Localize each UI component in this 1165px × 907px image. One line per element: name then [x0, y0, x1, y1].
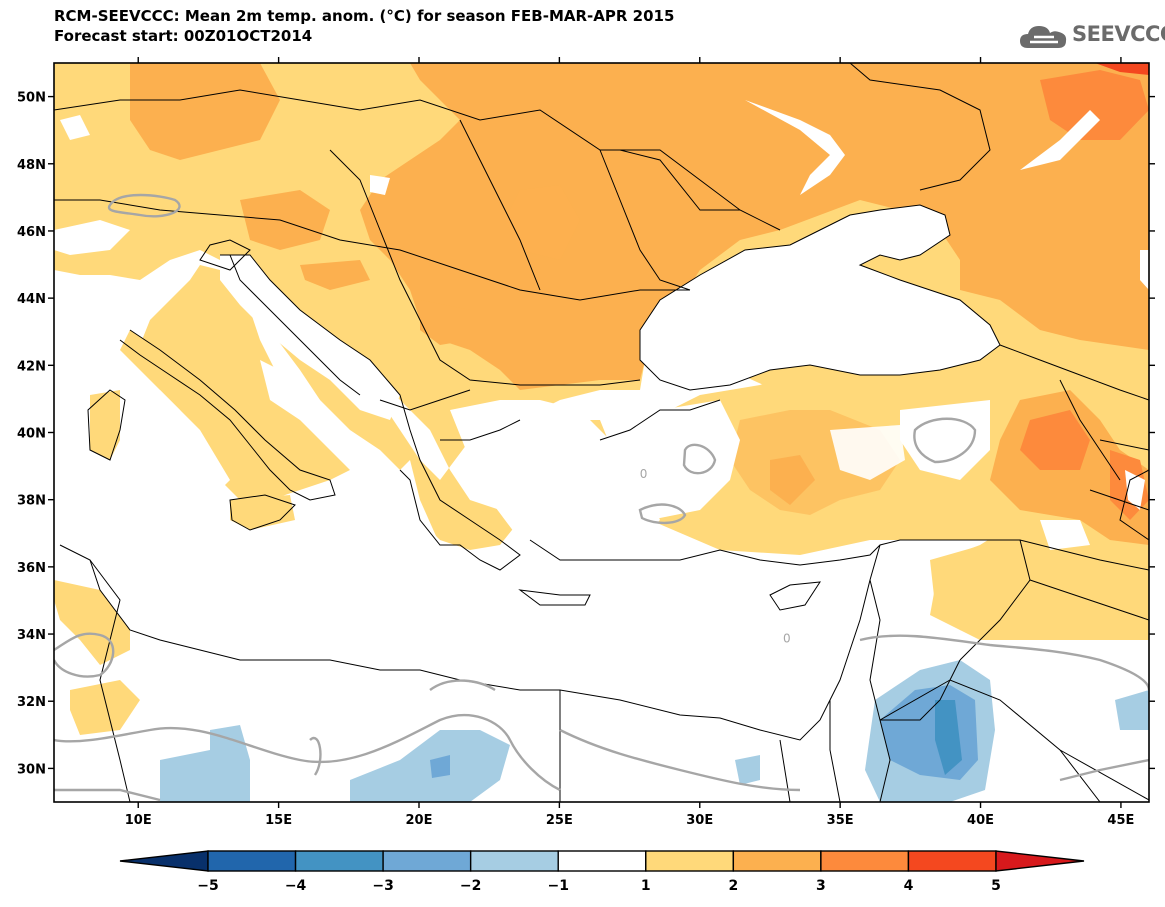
lat-tick-label: 48N — [17, 158, 46, 173]
colorbar-label: −3 — [372, 878, 393, 894]
colorbar-arrow-high — [995, 850, 1085, 872]
lat-tick-label: 44N — [17, 292, 46, 307]
colorbar-label: 4 — [904, 878, 914, 894]
colorbar-box — [645, 850, 735, 872]
lat-tick-label: 40N — [17, 427, 46, 442]
mediterranean-sea — [54, 460, 870, 740]
black-sea — [640, 205, 1000, 390]
colorbar-label: −5 — [197, 878, 218, 894]
lat-tick-label: 38N — [17, 494, 46, 509]
lon-tick-label: 15E — [265, 813, 292, 828]
colorbar-label: −1 — [547, 878, 568, 894]
lon-tick-label: 35E — [827, 813, 854, 828]
contour-label: 0 — [640, 467, 648, 481]
colorbar-box — [557, 850, 647, 872]
lat-tick-label: 50N — [17, 91, 46, 106]
chart-title: RCM-SEEVCCC: Mean 2m temp. anom. (°C) fo… — [54, 6, 674, 46]
title-line-2: Forecast start: 00Z01OCT2014 — [54, 27, 313, 45]
colorbar-label: 3 — [816, 878, 826, 894]
zero-contour-labels: 00 — [640, 467, 791, 646]
colorbar-box — [207, 850, 297, 872]
cloud-icon — [1020, 26, 1067, 48]
lon-tick-label: 10E — [125, 813, 152, 828]
lon-tick-label: 25E — [546, 813, 573, 828]
lat-tick-label: 32N — [17, 695, 46, 710]
lon-tick-label: 45E — [1107, 813, 1134, 828]
lon-tick-label: 40E — [967, 813, 994, 828]
title-line-1: RCM-SEEVCCC: Mean 2m temp. anom. (°C) fo… — [54, 7, 675, 25]
colorbar-box — [294, 850, 384, 872]
colorbar-label: 5 — [991, 878, 1001, 894]
colorbar: −5 −4 −3 −2 −1 1 2 3 4 5 — [119, 850, 1085, 894]
lat-tick-label: 36N — [17, 561, 46, 576]
seevccc-logo: SEEVCCC — [1018, 20, 1165, 56]
colorbar-arrow-low — [119, 850, 209, 872]
anomaly-region-3to4 — [1040, 70, 1149, 140]
colorbar-box — [732, 850, 822, 872]
axes: 10E 15E 20E 25E 30E 35E 40E 45E 30N 32N 34N 36N 38N 4… — [17, 57, 1155, 828]
adriatic-sea — [220, 255, 400, 420]
contour-label: 0 — [783, 631, 791, 645]
colorbar-box — [820, 850, 910, 872]
lon-tick-label: 20E — [406, 813, 433, 828]
zero-contours — [54, 193, 1149, 802]
lat-tick-label: 30N — [17, 762, 46, 777]
colorbar-label: 2 — [728, 878, 738, 894]
lat-tick-label: 46N — [17, 225, 46, 240]
lat-tick-label: 34N — [17, 628, 46, 643]
colorbar-label: 1 — [641, 878, 651, 894]
colorbar-label: −4 — [285, 878, 307, 894]
logo-text: SEEVCCC — [1072, 22, 1165, 46]
lon-tick-label: 30E — [686, 813, 713, 828]
anomaly-region-2to3 — [360, 63, 1149, 390]
colorbar-box — [469, 850, 559, 872]
anomaly-region-4to5 — [1095, 63, 1149, 75]
coastlines-and-borders — [54, 63, 1149, 802]
anomaly-field — [54, 63, 1149, 802]
colorbar-box — [382, 850, 472, 872]
lat-tick-label: 42N — [17, 359, 46, 374]
colorbar-label: −2 — [460, 878, 481, 894]
colorbar-box — [907, 850, 997, 872]
